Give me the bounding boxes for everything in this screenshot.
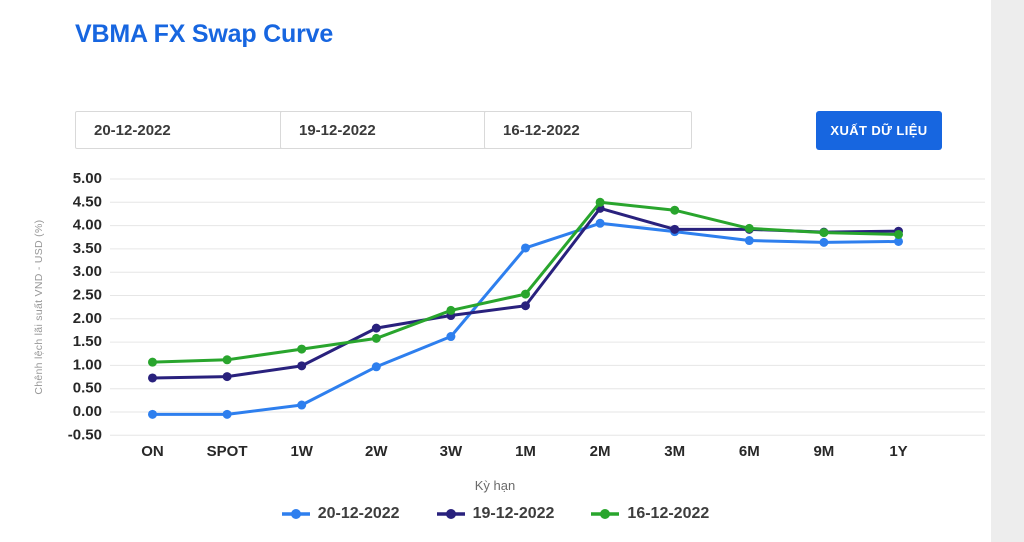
data-point-19-12-2022-2W [371, 323, 381, 333]
data-point-20-12-2022-6M [744, 236, 754, 246]
data-point-16-12-2022-9M [819, 228, 829, 238]
data-point-20-12-2022-9M [819, 237, 829, 247]
y-axis-title: Chênh lệch lãi suất VND - USD (%) [33, 220, 45, 395]
x-tick-label: 1M [515, 443, 536, 460]
page-title: VBMA FX Swap Curve [75, 20, 334, 48]
data-point-16-12-2022-2M [595, 197, 605, 207]
data-point-19-12-2022-3M [670, 224, 680, 234]
data-point-20-12-2022-2W [371, 362, 381, 372]
date-input-3[interactable] [484, 111, 692, 149]
data-point-16-12-2022-3M [670, 205, 680, 215]
right-margin-strip [991, 0, 1024, 542]
y-tick-label: 1.50 [73, 333, 102, 350]
data-point-16-12-2022-3W [446, 305, 456, 315]
legend-item-20-12-2022[interactable]: 20-12-2022 [281, 505, 400, 523]
x-tick-label: ON [141, 443, 164, 460]
data-point-19-12-2022-ON [148, 373, 157, 383]
data-point-20-12-2022-SPOT [222, 409, 232, 419]
x-tick-label: 3M [664, 443, 685, 460]
y-tick-label: 3.00 [73, 263, 102, 280]
data-point-19-12-2022-1M [521, 301, 530, 311]
x-tick-label: 2W [365, 443, 388, 460]
legend-item-19-12-2022[interactable]: 19-12-2022 [436, 505, 555, 523]
y-tick-label: -0.50 [68, 426, 102, 443]
y-tick-label: 2.50 [73, 286, 102, 303]
x-tick-label: SPOT [207, 443, 248, 460]
legend-marker-icon [591, 509, 620, 519]
data-point-20-12-2022-1M [521, 243, 530, 253]
data-point-20-12-2022-ON [148, 409, 157, 419]
date-input-1[interactable] [75, 111, 283, 149]
y-tick-label: 3.50 [73, 240, 102, 257]
export-data-button[interactable]: XUẤT DỮ LIỆU [816, 111, 942, 150]
x-tick-label: 6M [739, 443, 760, 460]
x-tick-label: 9M [813, 443, 834, 460]
y-tick-label: 5.00 [73, 170, 102, 187]
x-tick-label: 1W [290, 443, 313, 460]
y-tick-label: 2.00 [73, 310, 102, 327]
x-tick-label: 1Y [889, 443, 907, 460]
date-input-2[interactable] [280, 111, 488, 149]
data-point-16-12-2022-2W [371, 333, 381, 343]
data-point-20-12-2022-2M [595, 218, 605, 228]
data-point-16-12-2022-1M [521, 289, 530, 299]
y-tick-label: 0.00 [73, 403, 102, 420]
legend-item-16-12-2022[interactable]: 16-12-2022 [590, 505, 709, 523]
data-point-20-12-2022-1W [297, 400, 307, 410]
data-point-19-12-2022-1W [297, 361, 307, 371]
x-tick-label: 3W [440, 443, 463, 460]
legend-label: 19-12-2022 [472, 505, 555, 522]
data-point-16-12-2022-1W [297, 344, 307, 354]
data-point-16-12-2022-ON [148, 357, 157, 367]
data-point-16-12-2022-6M [744, 223, 754, 233]
x-tick-label: 2M [590, 443, 611, 460]
data-point-16-12-2022-1Y [894, 229, 903, 239]
x-axis-title: Kỳ hạn [474, 478, 516, 493]
legend-label: 16-12-2022 [627, 505, 710, 522]
fx-swap-curve-chart: 5.00 4.50 4.00 3.50 3.00 2.50 2.00 1.50 1.00 0.50… [33, 170, 985, 460]
y-tick-label: 4.00 [73, 217, 102, 234]
legend-label: 20-12-2022 [317, 505, 400, 522]
data-point-20-12-2022-1Y [894, 236, 903, 246]
series-line-16-12-2022 [152, 200, 899, 364]
y-tick-label: 0.50 [73, 380, 102, 397]
data-point-16-12-2022-SPOT [222, 355, 232, 365]
data-point-19-12-2022-SPOT [222, 372, 232, 382]
data-point-20-12-2022-3W [446, 332, 456, 342]
legend-marker-icon [436, 509, 465, 519]
y-tick-label: 1.00 [73, 356, 102, 373]
legend-marker-icon [281, 509, 310, 519]
chart-legend: 20-12-2022 19-12-2022 16-12-2022 [30, 500, 960, 528]
y-tick-label: 4.50 [73, 193, 102, 210]
